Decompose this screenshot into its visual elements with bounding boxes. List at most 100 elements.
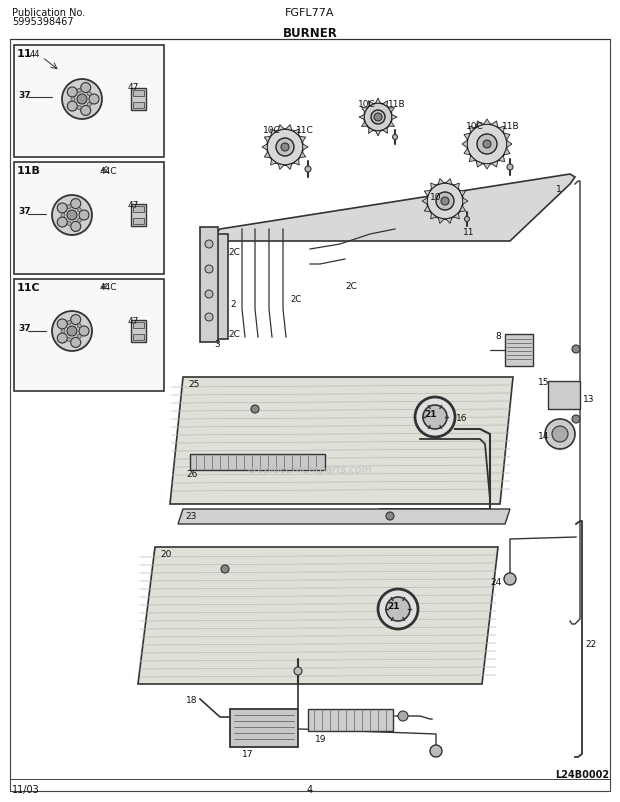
Circle shape [371,111,385,125]
Circle shape [78,219,81,223]
Polygon shape [278,125,284,132]
Bar [133,103,144,109]
Circle shape [81,83,91,94]
Polygon shape [389,123,394,128]
Bar [133,219,144,225]
Polygon shape [464,134,470,140]
Polygon shape [484,119,490,125]
Text: Publication No.: Publication No. [12,8,86,18]
Bar [200,228,218,342]
Circle shape [545,419,575,449]
Polygon shape [454,213,459,220]
Text: 11: 11 [463,228,474,237]
Text: 2C: 2C [345,282,357,290]
Circle shape [79,326,89,337]
Polygon shape [264,137,270,143]
Polygon shape [271,130,277,136]
Polygon shape [462,141,467,148]
Text: 15: 15 [538,378,549,387]
Circle shape [57,204,68,213]
Circle shape [68,102,78,112]
Text: 44: 44 [30,50,40,59]
Polygon shape [498,156,505,163]
Circle shape [57,218,68,228]
Text: 3: 3 [214,339,219,349]
Text: 18: 18 [186,695,198,704]
Polygon shape [376,132,381,137]
Circle shape [464,217,469,222]
Circle shape [294,667,302,675]
Circle shape [78,335,81,339]
Text: 44C: 44C [100,282,118,292]
Polygon shape [368,101,373,107]
Circle shape [87,92,91,96]
Text: 19: 19 [315,734,327,743]
Circle shape [205,265,213,273]
Polygon shape [469,128,476,133]
Circle shape [398,711,408,721]
Polygon shape [431,184,436,190]
Text: 47: 47 [128,200,140,209]
Polygon shape [178,509,510,525]
Circle shape [378,589,418,630]
Circle shape [67,222,71,226]
Text: 8: 8 [495,331,501,341]
Polygon shape [368,128,373,134]
Polygon shape [504,134,510,140]
Circle shape [87,103,91,107]
Text: L24B0002: L24B0002 [555,769,609,779]
Polygon shape [170,378,513,504]
Polygon shape [459,207,466,213]
Circle shape [79,211,89,221]
Polygon shape [299,152,306,158]
Circle shape [71,315,81,325]
Text: FGFL77A: FGFL77A [285,8,335,18]
Text: 2C: 2C [290,295,301,304]
Circle shape [251,406,259,414]
Circle shape [61,330,65,334]
Text: BURNER: BURNER [283,27,337,40]
Circle shape [71,200,81,209]
Bar [131,205,146,227]
Circle shape [71,338,81,348]
Bar [190,455,325,471]
Text: 16: 16 [456,414,467,423]
Bar [14,163,164,274]
Polygon shape [507,141,512,148]
Circle shape [305,167,311,172]
Polygon shape [359,115,364,120]
Text: 21: 21 [425,410,437,419]
Polygon shape [476,122,483,128]
Circle shape [78,209,81,213]
Circle shape [552,427,568,443]
Polygon shape [498,128,505,133]
Circle shape [61,214,65,217]
Text: 2C: 2C [228,330,240,338]
Polygon shape [476,162,483,168]
Text: 47: 47 [128,83,140,92]
Polygon shape [286,164,292,170]
Circle shape [430,745,442,757]
Circle shape [62,80,102,119]
Circle shape [67,321,71,325]
Text: 4: 4 [307,784,313,794]
Text: 11B: 11B [17,166,41,176]
Polygon shape [438,180,444,185]
Circle shape [205,241,213,249]
Polygon shape [459,191,466,196]
Text: 24: 24 [490,577,501,586]
Bar [131,89,146,111]
Polygon shape [215,235,228,339]
Text: 22: 22 [585,639,596,648]
Circle shape [78,324,81,328]
Polygon shape [424,191,430,196]
Circle shape [415,398,455,437]
Circle shape [57,319,68,330]
Polygon shape [469,156,476,163]
Circle shape [572,415,580,423]
Text: 5995398467: 5995398467 [12,17,74,27]
Polygon shape [271,160,277,166]
Polygon shape [294,160,299,166]
Circle shape [67,211,77,221]
Polygon shape [215,175,575,241]
